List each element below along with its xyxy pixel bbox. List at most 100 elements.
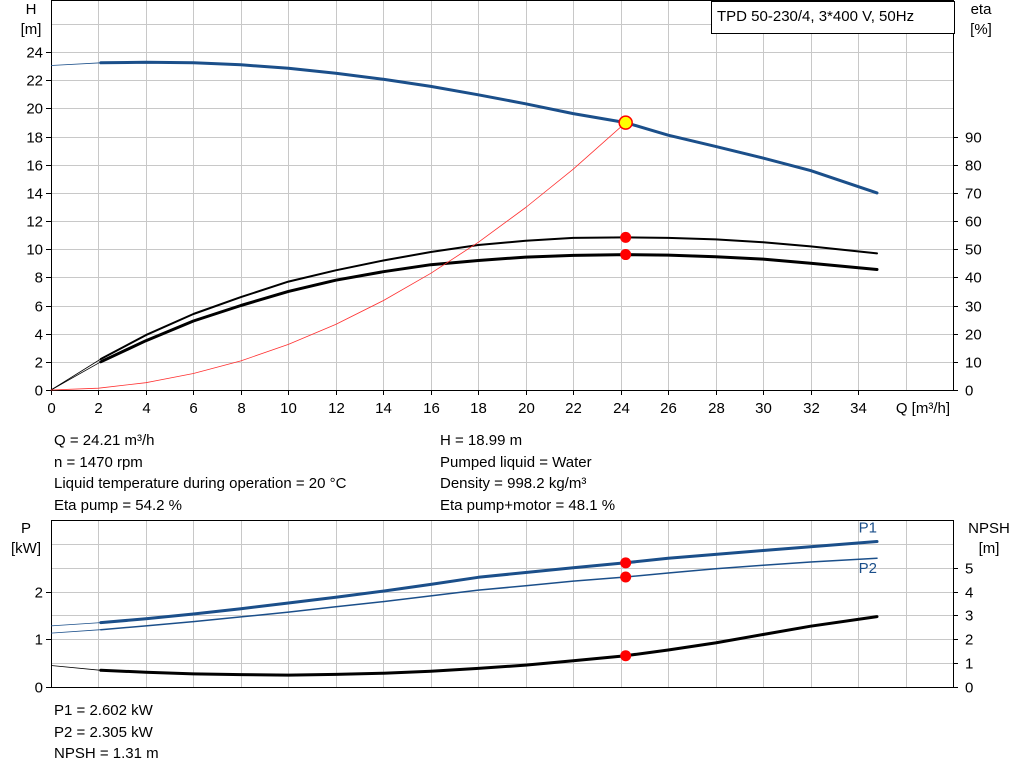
y-left-tick-label: 1 xyxy=(35,632,43,649)
flow-readout: Q = 24.21 m³/h xyxy=(54,432,155,449)
duty-point-marker xyxy=(620,571,632,583)
eta-pump-motor-curve xyxy=(99,253,879,364)
p2-readout: P2 = 2.305 kW xyxy=(54,723,153,741)
series-eta-pump xyxy=(50,236,878,391)
y-left-tick-label: 18 xyxy=(26,130,43,147)
curve-label-p1: P1 xyxy=(859,519,877,536)
y-right-tick-label: 4 xyxy=(965,585,973,602)
y-right-unit: [m] xyxy=(979,540,1000,557)
curve-label-p2: P2 xyxy=(859,560,877,577)
eta-pump-lead-in xyxy=(50,358,102,391)
series-system-curve xyxy=(50,122,627,391)
x-tick-label: 18 xyxy=(470,400,487,417)
system-curve-curve xyxy=(50,122,627,391)
operating-point-left: Q = 24.21 m³/h n = 1470 rpm Liquid tempe… xyxy=(54,430,346,516)
x-tick-label: 32 xyxy=(803,400,820,417)
y-right-tick-label: 5 xyxy=(965,561,973,578)
x-tick-label: 4 xyxy=(142,400,150,417)
npsh-readout: NPSH = 1.31 m xyxy=(54,745,159,762)
duty-point-marker xyxy=(618,115,633,130)
h-curve xyxy=(99,60,879,195)
y-right-tick-label: 0 xyxy=(965,383,973,400)
grid-lines-1 xyxy=(51,520,953,687)
x-tick-label: 8 xyxy=(237,400,245,417)
power-npsh-plot: 0 1 2 0 1 2 3 4 5 P [kW] NPSH [m] P1 P2 xyxy=(11,519,1010,696)
p1-lead-in xyxy=(50,622,101,627)
x-axis-label: Q [m³/h] xyxy=(896,400,950,417)
y-left-tick-label: 14 xyxy=(26,186,43,203)
series-p2: P2 xyxy=(50,557,878,634)
y-right-tick-label: 80 xyxy=(965,158,982,175)
y-right-title: eta xyxy=(971,1,993,18)
y-right-unit: [%] xyxy=(970,21,992,38)
operating-point-right: H = 18.99 m Pumped liquid = Water Densit… xyxy=(440,430,615,516)
y-right-tick-label: 20 xyxy=(965,327,982,344)
y-right-tick-label: 70 xyxy=(965,186,982,203)
series-p1: P1 xyxy=(50,519,879,627)
y-left-tick-label: 10 xyxy=(26,242,43,259)
y-right-tick-label: 10 xyxy=(965,355,982,372)
h-lead-in xyxy=(50,62,101,66)
y-left-tick-label: 16 xyxy=(26,158,43,175)
x-tick-label: 28 xyxy=(708,400,725,417)
y-right-tick-label: 1 xyxy=(965,656,973,673)
series-h xyxy=(50,60,879,195)
eta-pump-curve xyxy=(99,236,878,360)
power-point-readouts: P1 = 2.602 kW P2 = 2.305 kW NPSH = 1.31 … xyxy=(54,700,159,765)
y-right-tick-label: 2 xyxy=(965,632,973,649)
speed-readout: n = 1470 rpm xyxy=(54,453,143,471)
x-tick-label: 24 xyxy=(613,400,630,417)
eta-pump-motor-readout: Eta pump+motor = 48.1 % xyxy=(440,496,616,514)
x-tick-label: 26 xyxy=(660,400,677,417)
x-tick-label: 14 xyxy=(375,400,392,417)
y-left-title: H xyxy=(26,1,37,18)
eta-pump-motor-lead-in xyxy=(50,361,101,391)
p1-curve xyxy=(99,540,879,625)
y-left-tick-label: 20 xyxy=(26,101,43,118)
y-right-tick-label: 50 xyxy=(965,242,982,259)
series-eta-pump-motor xyxy=(50,253,879,391)
x-tick-label: 6 xyxy=(189,400,197,417)
y-left-tick-label: 8 xyxy=(35,270,43,287)
duty-point-marker xyxy=(620,557,632,569)
legend-frame xyxy=(711,1,955,34)
npsh-curve xyxy=(99,615,879,677)
y-left-tick-label: 0 xyxy=(35,680,43,697)
series-npsh xyxy=(50,615,879,677)
y-left-tick-label: 6 xyxy=(35,299,43,316)
x-tick-label: 16 xyxy=(423,400,440,417)
x-tick-label: 34 xyxy=(850,400,867,417)
y-left-tick-label: 12 xyxy=(26,214,43,231)
y-right-tick-label: 40 xyxy=(965,270,982,287)
y-left-tick-label: 2 xyxy=(35,585,43,602)
x-tick-label: 30 xyxy=(755,400,772,417)
y-right-tick-label: 0 xyxy=(965,680,973,697)
head-efficiency-plot: 0246810121416182022240102030405060708090… xyxy=(21,0,993,417)
p2-lead-in xyxy=(50,629,101,634)
p2-curve xyxy=(100,557,878,631)
eta-pump-readout: Eta pump = 54.2 % xyxy=(54,496,182,514)
y-left-title: P xyxy=(21,520,31,537)
y-left-tick-label: 22 xyxy=(26,73,43,90)
x-tick-label: 0 xyxy=(47,400,55,417)
x-tick-label: 22 xyxy=(565,400,582,417)
density-readout: Density = 998.2 kg/m³ xyxy=(440,475,587,492)
legend-box: TPD 50-230/4, 3*400 V, 50Hz xyxy=(711,1,955,34)
y-right-tick-label: 3 xyxy=(965,608,973,625)
y-right-tick-label: 60 xyxy=(965,214,982,231)
duty-point-marker xyxy=(620,650,632,662)
y-left-unit: [kW] xyxy=(11,540,41,557)
y-left-tick-label: 2 xyxy=(35,355,43,372)
y-right-tick-label: 30 xyxy=(965,299,982,316)
npsh-lead-in xyxy=(50,665,101,671)
y-left-tick-label: 4 xyxy=(35,327,43,344)
y-right-title: NPSH xyxy=(968,520,1010,537)
duty-point-marker xyxy=(620,231,632,243)
grid-lines-0 xyxy=(51,0,953,390)
x-tick-label: 2 xyxy=(94,400,102,417)
plot-frame-0 xyxy=(51,0,954,391)
x-tick-label: 10 xyxy=(280,400,297,417)
x-tick-label: 12 xyxy=(328,400,345,417)
head-readout: H = 18.99 m xyxy=(440,432,523,449)
